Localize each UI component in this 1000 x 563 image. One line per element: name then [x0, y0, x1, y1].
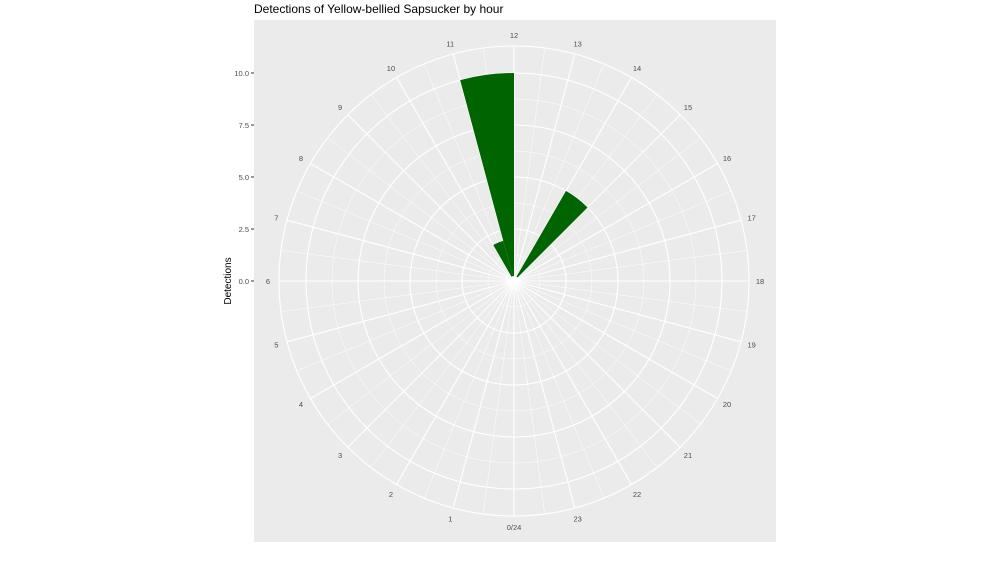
- grid-spoke-minor: [280, 280, 515, 312]
- hour-tick-label: 2: [389, 490, 393, 499]
- center-hub: [509, 276, 519, 286]
- grid-spoke: [513, 53, 576, 282]
- grid-spoke-minor: [483, 280, 515, 515]
- grid-spoke-minor: [513, 280, 732, 372]
- hour-tick-label: 19: [747, 341, 755, 350]
- hour-tick-label: 7: [274, 213, 278, 222]
- grid-spoke-minor: [513, 137, 701, 282]
- grid-spoke: [347, 280, 515, 448]
- hour-tick-label: 1: [448, 515, 452, 524]
- grid-spoke: [452, 280, 515, 509]
- grid-spoke-minor: [513, 190, 732, 282]
- grid-spoke: [310, 280, 515, 399]
- hour-tick-label: 18: [756, 277, 764, 286]
- grid-spoke: [513, 280, 718, 399]
- bars-layer: [460, 73, 588, 286]
- y-tick-label: 7.5: [239, 121, 249, 130]
- hour-tick-label: 8: [299, 154, 303, 163]
- grid-spoke: [513, 280, 742, 343]
- grid-spoke: [286, 219, 515, 282]
- y-tick-label: 0.0: [239, 277, 249, 286]
- hour-tick-label: 6: [266, 277, 270, 286]
- grid-spoke-minor: [513, 250, 748, 282]
- grid-spoke-minor: [513, 280, 605, 499]
- grid-spoke: [286, 280, 515, 343]
- grid-spoke: [513, 163, 718, 282]
- hour-tick-label: 12: [510, 31, 518, 40]
- y-tick-label: 2.5: [239, 225, 249, 234]
- hour-tick-label: 22: [633, 490, 641, 499]
- grid-spoke-minor: [513, 280, 748, 312]
- y-axis: 0.0 2.5 5.0 7.5 10.0: [234, 69, 254, 286]
- grid-spoke-minor: [513, 280, 701, 425]
- hour-tick-label: 20: [723, 400, 731, 409]
- hour-tick-label: 9: [338, 103, 342, 112]
- y-axis-title: Detections: [223, 257, 234, 304]
- hour-tick-label: 23: [574, 515, 582, 524]
- hour-tick-label: 16: [723, 154, 731, 163]
- hour-labels: 0/24123456789101112131415161718192021222…: [266, 31, 764, 532]
- grid-spoke: [396, 280, 515, 485]
- grid-spoke-minor: [327, 137, 515, 282]
- grid-spoke: [513, 280, 576, 509]
- grid-spoke-minor: [370, 94, 515, 282]
- grid-spoke: [310, 163, 515, 282]
- hour-tick-label: 5: [274, 341, 278, 350]
- grid-spoke-minor: [513, 63, 605, 282]
- grid-spoke: [347, 114, 515, 282]
- grid-spoke-minor: [327, 280, 515, 425]
- hour-tick-label: 3: [338, 451, 342, 460]
- grid-spoke-minor: [423, 280, 515, 499]
- hour-tick-label: 10: [387, 64, 395, 73]
- grid-spoke: [513, 219, 742, 282]
- grid-spoke-minor: [513, 280, 658, 468]
- bar-wedge: [460, 73, 514, 281]
- y-tick-label: 5.0: [239, 173, 249, 182]
- grid-spoke: [513, 77, 632, 282]
- grid-spoke-minor: [296, 190, 515, 282]
- hour-tick-label: 15: [684, 103, 692, 112]
- grid-spoke-minor: [370, 280, 515, 468]
- hour-tick-label: 17: [747, 213, 755, 222]
- hour-tick-label: 14: [633, 64, 641, 73]
- grid-spoke: [396, 77, 515, 282]
- bar-wedge: [493, 240, 514, 281]
- grid-spoke: [513, 280, 632, 485]
- grid-spoke-minor: [280, 250, 515, 282]
- hour-tick-label: 21: [684, 451, 692, 460]
- bar-wedge: [514, 190, 588, 281]
- grid-spoke: [513, 280, 681, 448]
- grid-spoke-minor: [513, 280, 545, 515]
- hour-tick-label: 11: [446, 39, 454, 48]
- hour-tick-label: 4: [299, 400, 303, 409]
- grid-spoke-minor: [513, 47, 545, 282]
- hour-tick-label: 0/24: [507, 523, 522, 532]
- y-tick-label: 10.0: [234, 69, 249, 78]
- hour-tick-label: 13: [574, 39, 582, 48]
- chart-title: Detections of Yellow-bellied Sapsucker b…: [254, 2, 504, 16]
- grid-spoke-minor: [296, 280, 515, 372]
